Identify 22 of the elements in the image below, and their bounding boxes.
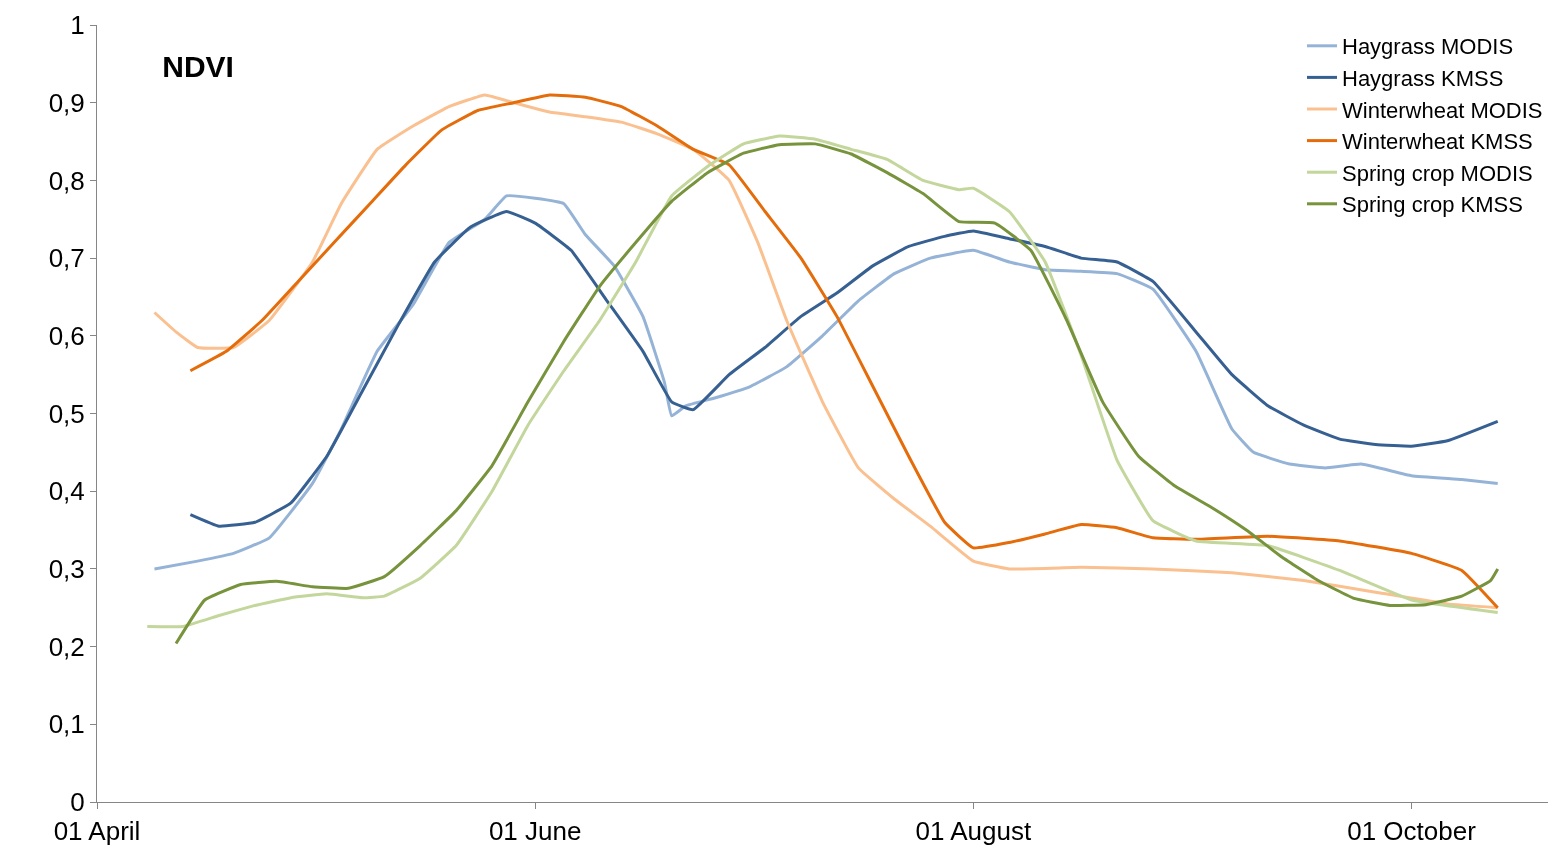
y-tick-label: 0,9 — [48, 87, 85, 118]
x-tick-label: 01 April — [53, 816, 141, 847]
y-tick-label: 0,8 — [48, 165, 85, 196]
y-tick-label: 0,7 — [48, 243, 85, 274]
legend-label: Winterwheat MODIS — [1342, 97, 1543, 123]
legend-label: Haygrass KMSS — [1342, 65, 1504, 91]
text: NDVI — [162, 50, 234, 84]
legend-label: Spring crop MODIS — [1342, 160, 1533, 186]
legend-label: Spring crop KMSS — [1342, 192, 1523, 218]
x-tick-label: 01 August — [915, 816, 1032, 847]
y-tick-label: 0,6 — [48, 320, 85, 351]
y-tick-label: 0,4 — [48, 476, 85, 507]
legend-label: Winterwheat KMSS — [1342, 129, 1533, 155]
y-tick-label: 0,3 — [48, 554, 85, 584]
y-tick-label: 0,2 — [48, 631, 85, 662]
y-tick-label: 0,5 — [48, 398, 85, 429]
y-tick-label: 1 — [70, 10, 85, 41]
y-tick-label: 0 — [70, 787, 85, 818]
y-tick-label: 0,1 — [48, 709, 85, 740]
x-tick-label: 01 June — [488, 816, 582, 847]
x-tick-label: 01 October — [1347, 816, 1477, 847]
legend-label: Haygrass MODIS — [1342, 34, 1514, 60]
